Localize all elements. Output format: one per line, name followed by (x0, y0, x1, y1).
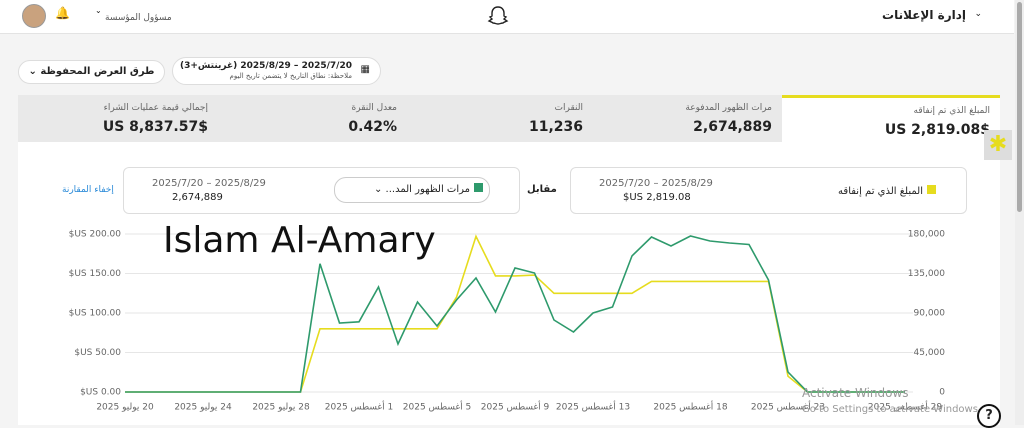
saved-views-button[interactable]: طرق العرض المحفوظة ⌄ (18, 60, 165, 84)
top-bar: إدارة الإعلانات ⌄ مسؤول المؤسسة ⌄ 🔔 (0, 0, 1014, 34)
series-swatch (474, 183, 483, 192)
y2-tick-label: 45,000 (914, 348, 946, 358)
x-tick-label: 24 يوليو 2025 (174, 403, 232, 413)
avatar[interactable] (22, 4, 46, 28)
calendar-icon: ▦ (360, 64, 370, 75)
account-role[interactable]: مسؤول المؤسسة (105, 13, 172, 23)
secondary-comparison: مرات الظهور المد... ⌄ 2025/7/20 – 2025/8… (123, 167, 520, 214)
primary-metric[interactable]: المبلغ الذي تم إنفاقه (838, 185, 936, 197)
y-tick-label: $US 150.00 (69, 269, 122, 279)
os-notice-title: Activate Windows (802, 386, 909, 400)
x-tick-label: 29 أغسطس 2025 (868, 401, 942, 413)
metric-tab[interactable]: المبلغ الذي تم إنفاقه$US 2,819.08 (782, 95, 1000, 142)
title-chevron[interactable]: ⌄ (974, 9, 982, 19)
x-tick-label: 23 أغسطس 2025 (751, 401, 825, 413)
metric-label: معدل النقرة (351, 103, 397, 113)
metric-value: 2,674,889 (693, 119, 772, 135)
metric-tab[interactable]: إجمالي قيمة عمليات الشراء $US 8,837.57 (18, 95, 218, 142)
secondary-date: 2025/7/20 – 2025/8/29 (152, 178, 266, 189)
x-tick-label: 9 أغسطس 2025 (481, 401, 550, 413)
x-tick-label: 18 أغسطس 2025 (653, 401, 727, 413)
hide-comparison-link[interactable]: إخفاء المقارنة (62, 185, 114, 195)
y-tick-label: $US 50.00 (74, 348, 121, 358)
x-tick-label: 13 أغسطس 2025 (556, 401, 630, 413)
y2-tick-label: 0 (939, 388, 945, 398)
y2-tick-label: 180,000 (908, 230, 945, 240)
snapchat-logo[interactable] (487, 5, 509, 25)
primary-comparison: المبلغ الذي تم إنفاقه 2025/7/20 – 2025/8… (570, 167, 967, 214)
series-swatch (927, 185, 936, 194)
metric-value: 0.42% (348, 119, 397, 135)
y-tick-label: $US 200.00 (69, 230, 122, 240)
metric-tab[interactable]: مرات الظهور المدفوعة 2,674,889 (593, 95, 782, 142)
watermark: Islam Al-Amary (163, 220, 436, 261)
x-tick-label: 5 أغسطس 2025 (403, 401, 471, 413)
metric-tab[interactable]: معدل النقرة 0.42% (218, 95, 407, 142)
secondary-value: 2,674,889 (172, 192, 223, 203)
versus-label: مقابل (527, 184, 557, 195)
x-tick-label: 20 يوليو 2025 (96, 403, 154, 413)
scrollbar[interactable] (1015, 0, 1024, 425)
date-range: 2025/7/20 – 2025/8/29 (غرينتش+3) (180, 61, 352, 71)
secondary-metric: مرات الظهور المد... (385, 184, 470, 195)
y-tick-label: $US 0.00 (80, 388, 121, 398)
metric-tab[interactable]: النقرات 11,236 (407, 95, 593, 142)
x-tick-label: 1 أغسطس 2025 (325, 401, 393, 413)
y2-tick-label: 135,000 (908, 269, 945, 279)
secondary-metric-dropdown[interactable]: مرات الظهور المد... ⌄ (334, 177, 490, 203)
primary-date: 2025/7/20 – 2025/8/29 (599, 178, 713, 189)
primary-metric-name: المبلغ الذي تم إنفاقه (838, 186, 923, 197)
page-title[interactable]: إدارة الإعلانات (882, 8, 966, 22)
metric-label: المبلغ الذي تم إنفاقه (913, 106, 990, 116)
help-button[interactable]: ? (977, 404, 1001, 428)
date-picker[interactable]: 2025/7/20 – 2025/8/29 (غرينتش+3) ملاحظة:… (172, 57, 381, 85)
metric-value: $US 8,837.57 (102, 119, 208, 135)
metric-value: 11,236 (528, 119, 583, 135)
y-tick-label: $US 100.00 (69, 309, 122, 319)
saved-views-label: طرق العرض المحفوظة (40, 66, 155, 77)
os-notice-text: Go to Settings to activate Windows. (802, 404, 982, 415)
feedback-widget[interactable]: ✱ (984, 130, 1012, 160)
y2-tick-label: 90,000 (914, 309, 946, 319)
metric-label: مرات الظهور المدفوعة (685, 103, 772, 113)
series-line (125, 235, 905, 393)
x-tick-label: 28 يوليو 2025 (252, 403, 310, 413)
notifications-icon[interactable]: 🔔 (55, 6, 70, 20)
metric-label: النقرات (554, 103, 583, 113)
date-note: ملاحظة: نطاق التاريخ لا يتضمن تاريخ اليو… (229, 72, 352, 80)
metric-label: إجمالي قيمة عمليات الشراء (103, 103, 208, 113)
account-chevron[interactable]: ⌄ (95, 6, 102, 15)
primary-value: $US 2,819.08 (623, 192, 691, 203)
